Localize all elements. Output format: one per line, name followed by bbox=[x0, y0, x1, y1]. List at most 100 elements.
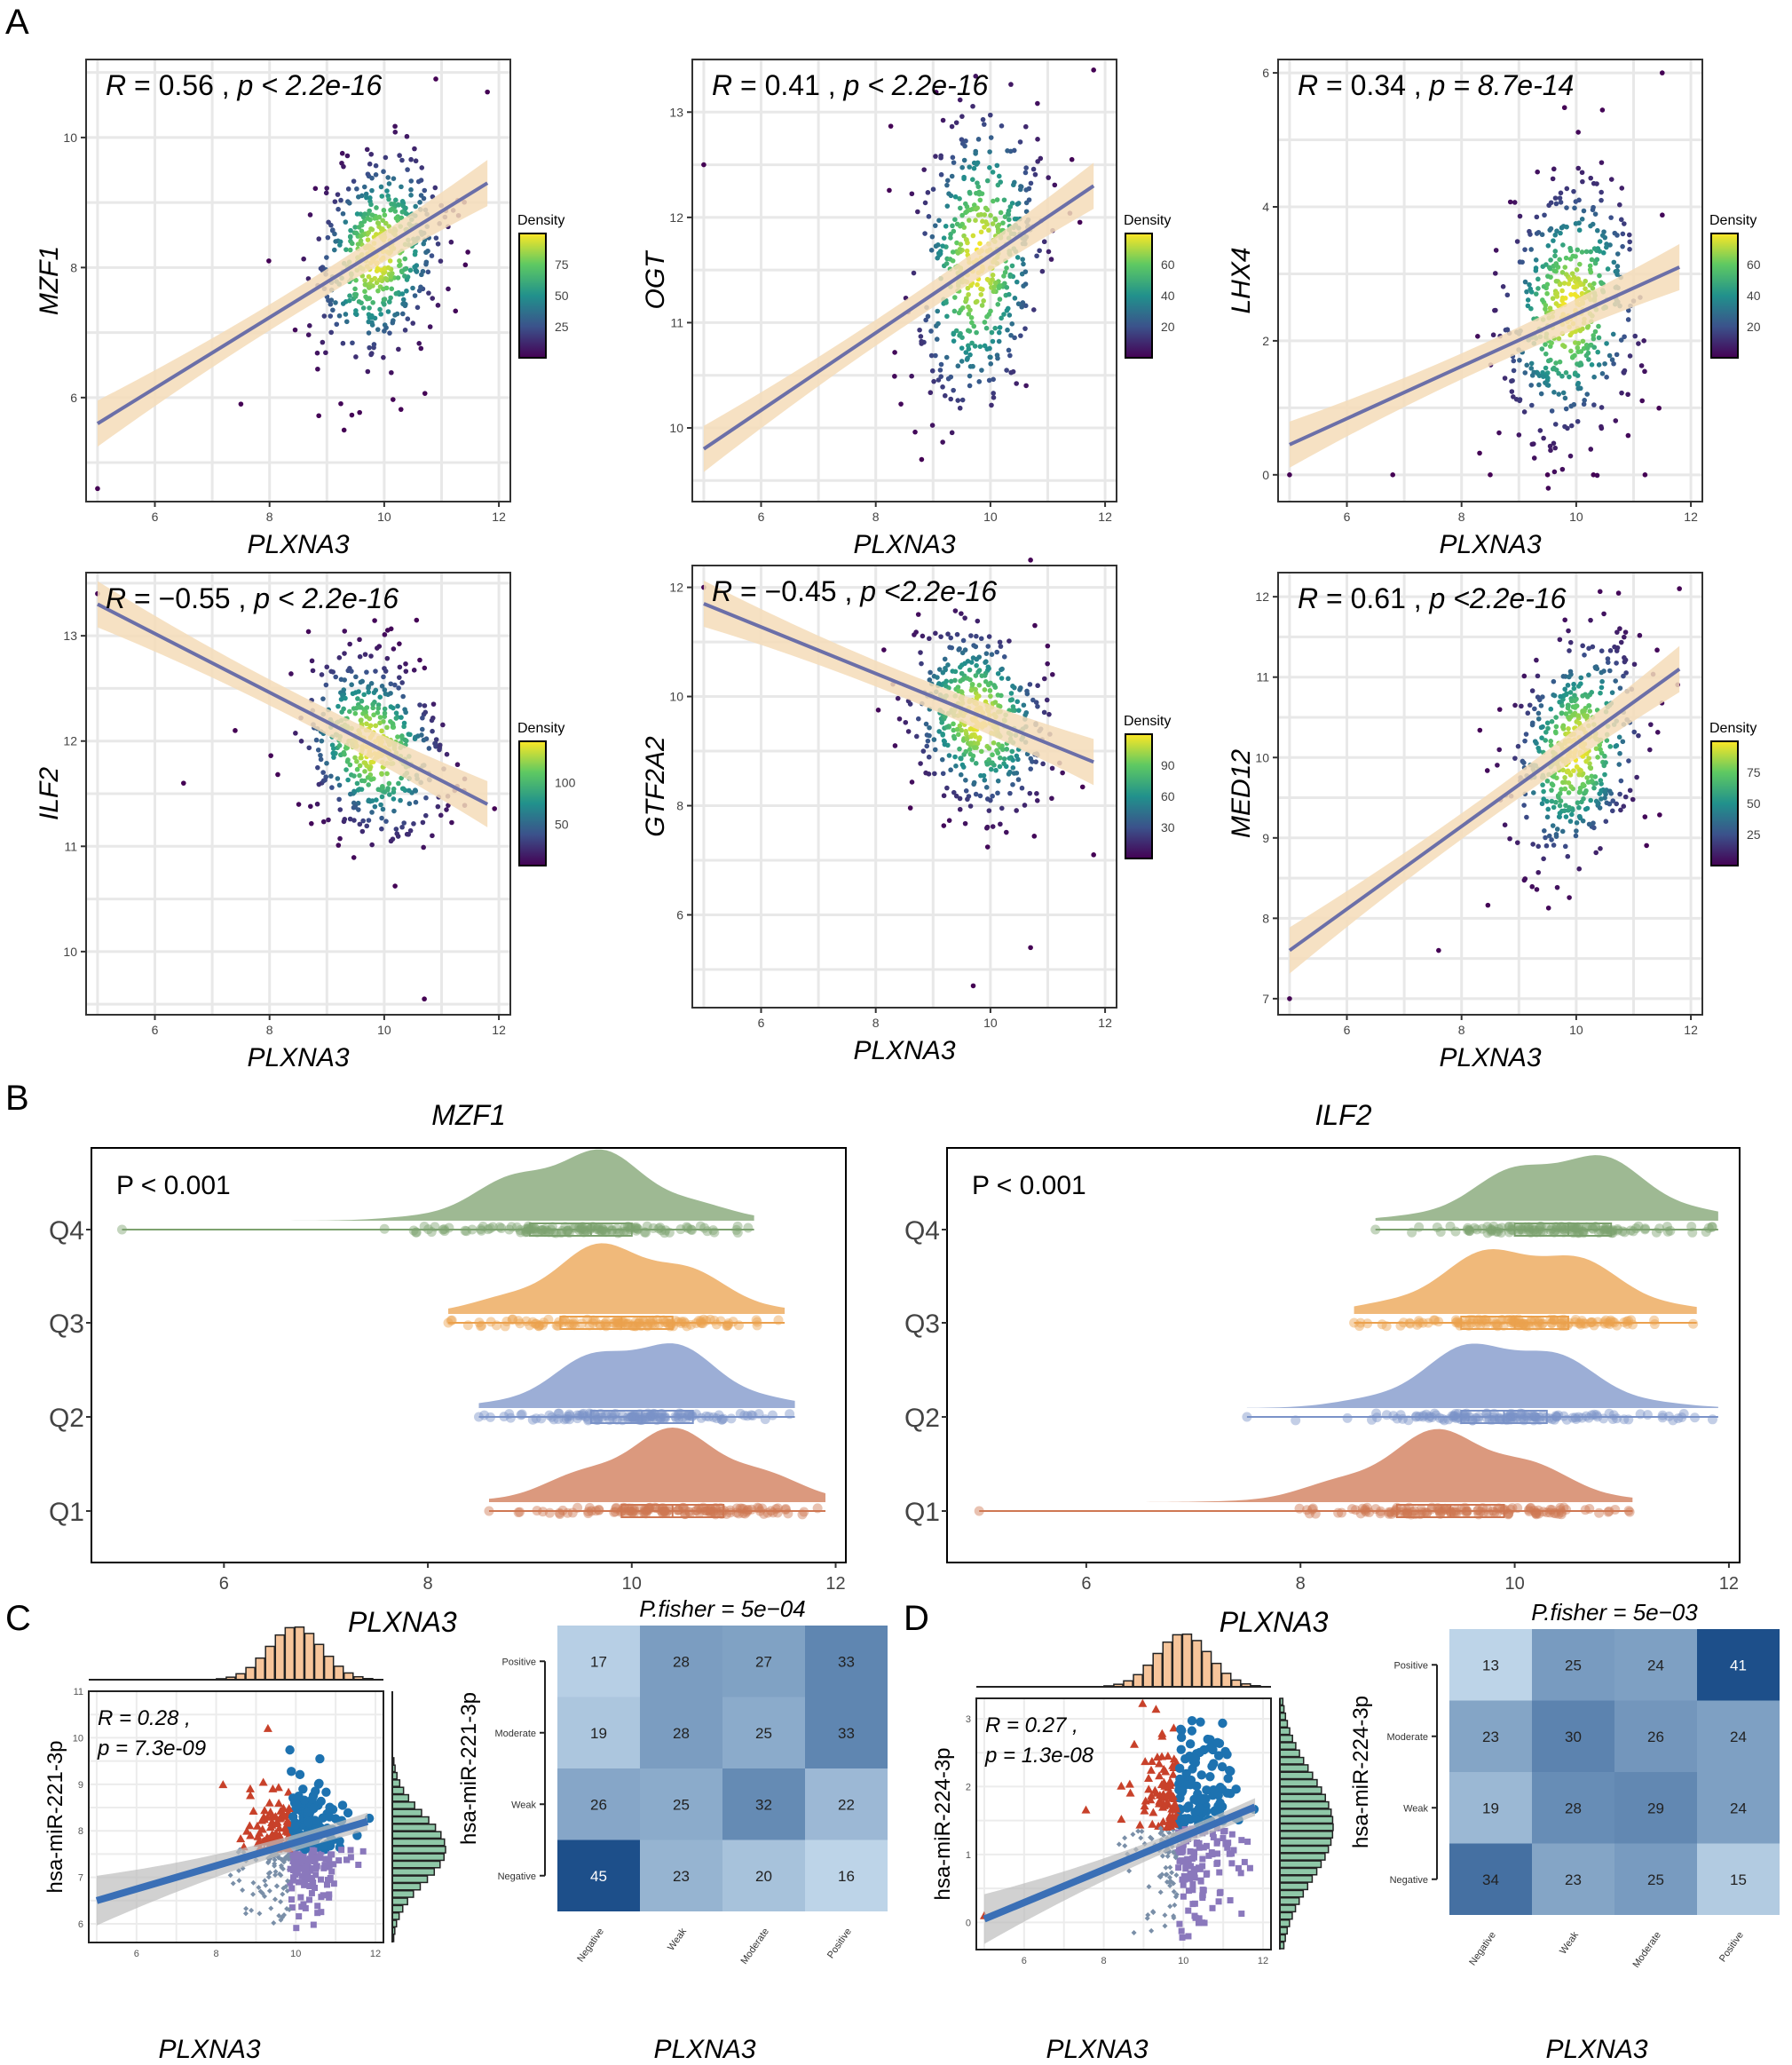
data-point bbox=[326, 297, 331, 304]
data-point bbox=[1562, 395, 1568, 401]
data-point bbox=[420, 715, 425, 721]
p-value: p <2.2e-16 bbox=[859, 575, 997, 607]
rain-point bbox=[566, 1319, 577, 1330]
data-point bbox=[353, 354, 359, 360]
data-point bbox=[999, 315, 1004, 321]
data-point bbox=[961, 233, 967, 239]
data-point bbox=[996, 285, 1002, 290]
data-point bbox=[965, 355, 970, 361]
data-point bbox=[399, 291, 406, 297]
data-point bbox=[957, 645, 962, 652]
data-point bbox=[1009, 321, 1015, 327]
data-point bbox=[296, 802, 302, 807]
data-point bbox=[1611, 259, 1617, 265]
data-point bbox=[364, 714, 369, 719]
data-point bbox=[315, 747, 321, 753]
equals: = bbox=[1318, 582, 1350, 614]
rain-point bbox=[539, 1317, 549, 1328]
rain-point bbox=[1491, 1226, 1502, 1237]
data-point bbox=[925, 190, 931, 195]
y-tick-label: 7 bbox=[78, 1873, 83, 1884]
data-point bbox=[969, 732, 975, 738]
data-point bbox=[1543, 365, 1549, 371]
data-point bbox=[1030, 759, 1035, 764]
data-point bbox=[988, 693, 993, 699]
rain-point bbox=[556, 1228, 566, 1238]
data-point bbox=[1011, 771, 1017, 776]
rain-point bbox=[767, 1410, 778, 1420]
scatter-square bbox=[314, 1854, 321, 1861]
data-point bbox=[939, 756, 945, 763]
data-point bbox=[957, 795, 963, 802]
data-point bbox=[372, 803, 378, 810]
rain-point bbox=[580, 1412, 591, 1422]
data-point bbox=[377, 720, 383, 726]
data-point bbox=[1560, 779, 1566, 786]
rain-point bbox=[780, 1504, 791, 1515]
data-point bbox=[987, 165, 992, 170]
data-point bbox=[989, 329, 995, 336]
data-point bbox=[359, 778, 365, 784]
data-point bbox=[1001, 197, 1007, 203]
data-point bbox=[1015, 756, 1021, 763]
scatter-square bbox=[288, 1885, 296, 1892]
data-point bbox=[1037, 248, 1042, 254]
data-point bbox=[1591, 785, 1597, 791]
data-point bbox=[1018, 184, 1024, 190]
data-point bbox=[1620, 739, 1626, 745]
data-point bbox=[1008, 691, 1014, 696]
data-point bbox=[927, 677, 933, 683]
group-label: Q1 bbox=[49, 1498, 84, 1527]
data-point bbox=[925, 738, 931, 744]
data-point bbox=[368, 681, 375, 686]
data-point bbox=[375, 706, 382, 711]
data-point bbox=[1001, 273, 1007, 279]
data-point bbox=[1552, 445, 1559, 451]
x-tick-label: 12 bbox=[1098, 510, 1112, 524]
x-tick-label: 10 bbox=[1569, 510, 1583, 524]
data-point bbox=[328, 313, 334, 319]
data-point bbox=[388, 295, 393, 301]
data-point bbox=[1529, 402, 1535, 408]
scatter-square bbox=[343, 1856, 351, 1863]
scatter-square bbox=[336, 1857, 343, 1864]
legend-title: Density bbox=[517, 213, 564, 228]
separator: , bbox=[1406, 582, 1430, 614]
rain-point bbox=[601, 1319, 612, 1330]
data-point bbox=[1015, 301, 1022, 307]
data-point bbox=[1535, 673, 1541, 679]
rain-point bbox=[1434, 1506, 1445, 1516]
data-point bbox=[930, 186, 936, 192]
data-point bbox=[364, 194, 369, 201]
marginal-histogram-bar-y bbox=[391, 1779, 401, 1787]
data-point bbox=[1009, 697, 1015, 702]
marginal-histogram-bar-y bbox=[391, 1882, 422, 1891]
data-point bbox=[940, 771, 946, 777]
scatter-square bbox=[1228, 1860, 1235, 1867]
data-point bbox=[998, 210, 1004, 216]
data-point bbox=[948, 396, 954, 402]
data-point bbox=[959, 164, 965, 170]
data-point bbox=[937, 368, 943, 373]
data-point bbox=[1287, 996, 1292, 1001]
rain-point bbox=[1663, 1411, 1674, 1421]
data-point bbox=[1677, 586, 1682, 591]
rain-point bbox=[1547, 1223, 1558, 1234]
y-axis-label: GTF2A2 bbox=[641, 736, 670, 837]
data-point bbox=[1627, 247, 1632, 252]
data-point bbox=[1583, 278, 1588, 284]
data-point bbox=[974, 662, 979, 669]
data-point bbox=[405, 316, 411, 322]
data-point bbox=[1642, 472, 1648, 478]
data-point bbox=[1534, 231, 1540, 236]
data-point bbox=[936, 681, 942, 686]
data-point bbox=[1553, 832, 1559, 837]
data-point bbox=[1548, 706, 1554, 712]
data-point bbox=[1541, 788, 1546, 795]
rain-point bbox=[617, 1415, 628, 1426]
data-point bbox=[936, 252, 943, 258]
data-point bbox=[396, 780, 401, 787]
data-point bbox=[368, 653, 374, 659]
rain-point bbox=[628, 1412, 639, 1422]
data-point bbox=[952, 754, 958, 760]
